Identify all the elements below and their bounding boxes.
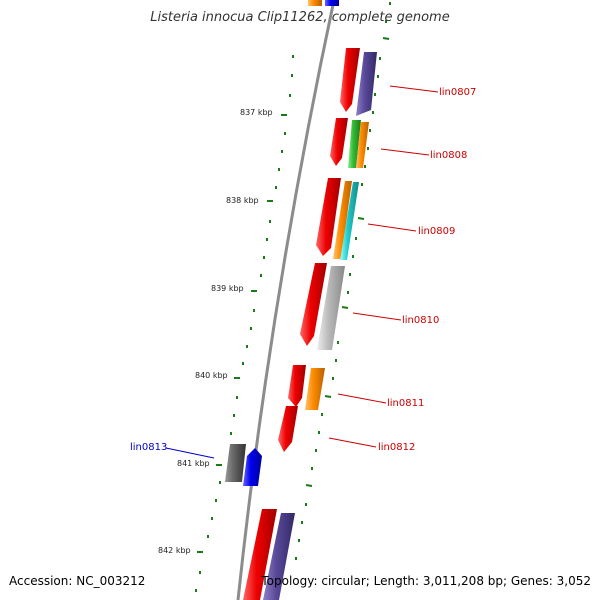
gene-features <box>225 48 377 600</box>
gene-lin0808-green[interactable] <box>348 120 361 168</box>
kbp-label-842: 842 kbp <box>158 546 191 555</box>
kbp-label-837: 837 kbp <box>240 108 273 117</box>
gene-lin0808-orange[interactable] <box>356 122 369 168</box>
gene-label-lin0807[interactable]: lin0807 <box>439 87 476 98</box>
gene-lin0810-grey[interactable] <box>317 266 345 350</box>
kbp-label-839: 839 kbp <box>211 284 244 293</box>
outer-ticks <box>295 2 391 560</box>
gene-lin0809-cyan[interactable] <box>340 182 359 260</box>
gene-lin0811-red[interactable] <box>288 365 306 407</box>
gene-lin0809-orange[interactable] <box>333 181 352 259</box>
gene-label-lin0813[interactable]: lin0813 <box>130 442 167 453</box>
gene-lin0807-red[interactable] <box>340 48 360 112</box>
scale-ticks <box>195 55 294 592</box>
gene-label-lin0808[interactable]: lin0808 <box>430 150 467 161</box>
gene-label-lin0811[interactable]: lin0811 <box>387 398 424 409</box>
kbp-label-841: 841 kbp <box>177 459 210 468</box>
gene-lin0813-darkgrey[interactable] <box>225 444 246 482</box>
gene-bottom-purple <box>263 513 295 600</box>
gene-lin0812-red[interactable] <box>278 406 298 452</box>
genome-summary-text: Topology: circular; Length: 3,011,208 bp… <box>261 574 591 588</box>
gene-lin0809-red[interactable] <box>316 178 341 256</box>
gene-label-lin0810[interactable]: lin0810 <box>402 315 439 326</box>
gene-lin0813-blue[interactable] <box>243 448 262 486</box>
gene-label-lin0812[interactable]: lin0812 <box>378 442 415 453</box>
kbp-label-838: 838 kbp <box>226 196 259 205</box>
gene-bottom-red <box>243 509 277 600</box>
genome-backbone <box>236 0 336 600</box>
accession-text: Accession: NC_003212 <box>9 574 146 588</box>
kbp-label-840: 840 kbp <box>195 371 228 380</box>
gene-lin0810-red[interactable] <box>300 263 327 346</box>
label-leaders <box>165 85 439 459</box>
gene-lin0807-purple[interactable] <box>356 52 377 116</box>
genome-title: Listeria innocua Clip11262, complete gen… <box>150 10 450 25</box>
gene-label-lin0809[interactable]: lin0809 <box>418 226 455 237</box>
gene-lin0811-orange[interactable] <box>305 368 325 410</box>
top-partial-features <box>308 0 339 6</box>
gene-lin0808-red[interactable] <box>330 118 348 166</box>
